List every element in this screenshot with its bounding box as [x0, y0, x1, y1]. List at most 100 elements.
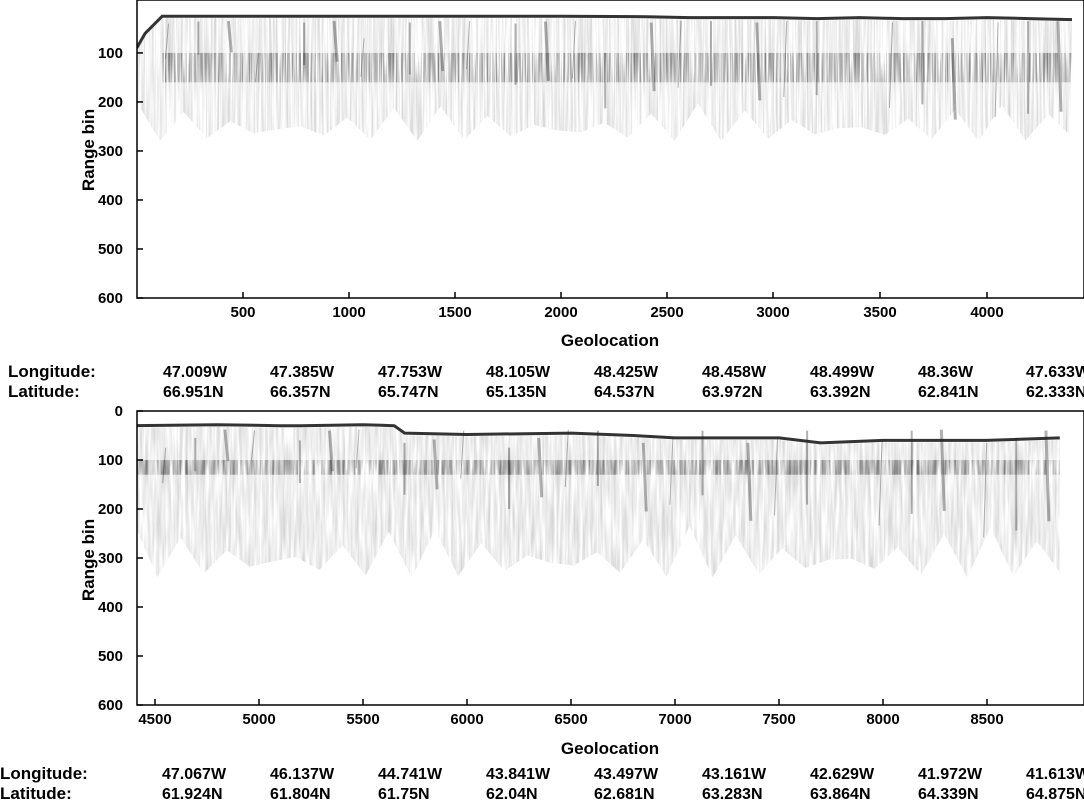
echo-streak: [994, 22, 999, 118]
longitude-value: 48.36W: [918, 364, 974, 381]
echo-streak: [571, 21, 576, 79]
longitude-value: 48.425W: [594, 364, 659, 381]
x-tick-label: 7000: [658, 711, 691, 728]
echogram-panel-bottom: 4500 5000 5500 6000 6500 7000 7500 8000 8500 0 100…: [0, 403, 1084, 803]
latitude-value: 61.924N: [162, 786, 223, 803]
longitude-value: 43.161W: [702, 766, 767, 783]
longitude-value: 48.105W: [486, 364, 551, 381]
echo-streak: [223, 429, 230, 462]
y-tick-label: 600: [98, 697, 123, 714]
longitude-value: 47.633W: [1026, 364, 1084, 381]
x-tick-label: 2500: [650, 304, 683, 321]
y-tick-label: 200: [98, 94, 123, 111]
latitude-value: 61.75N: [378, 786, 430, 803]
y-tick-label: 500: [98, 241, 123, 258]
echogram-panel-top: 500 1000 1500 2000 2500 3000 3500 4000 100 200 300…: [8, 0, 1084, 401]
surface-reflection-line: [137, 14, 1073, 49]
strong-layer-band: [137, 460, 1060, 475]
echogram-image-top: [137, 0, 1084, 298]
echo-streak: [983, 442, 988, 538]
echo-streak: [432, 439, 439, 490]
echo-streak: [677, 21, 682, 88]
echo-streak: [1056, 21, 1063, 112]
latitude-value: 64.537N: [594, 384, 655, 401]
longitude-value: 47.753W: [378, 364, 443, 381]
x-tick-label: 1000: [332, 304, 365, 321]
echo-streak: [328, 430, 334, 472]
axes-top: 500 1000 1500 2000 2500 3000 3500 4000 100 200 300…: [98, 0, 1084, 321]
geolocation-table-bottom: Longitude: Latitude: 47.067W 46.137W 44.74…: [0, 764, 1084, 803]
latitude-value: 65.135N: [486, 384, 547, 401]
longitude-value: 47.385W: [270, 364, 335, 381]
echo-streak: [254, 52, 259, 83]
echogram-image-bottom: [137, 411, 1084, 705]
longitude-value: 43.497W: [594, 766, 659, 783]
x-axis-title-bottom: Geolocation: [561, 739, 659, 758]
echo-streak: [669, 437, 674, 505]
longitude-value: 44.741W: [378, 766, 443, 783]
longitude-value: 47.009W: [163, 364, 228, 381]
echo-streak: [746, 442, 753, 521]
longitude-value: 48.499W: [810, 364, 875, 381]
echo-streak: [939, 429, 946, 512]
x-tick-label: 1500: [438, 304, 471, 321]
echo-streak: [755, 22, 762, 101]
latitude-value: 64.875N: [1026, 786, 1084, 803]
latitude-value: 62.04N: [486, 786, 538, 803]
x-tick-label: 3500: [863, 304, 896, 321]
y-tick-label: 100: [98, 452, 123, 469]
latitude-value: 66.357N: [270, 384, 331, 401]
latitude-value: 63.864N: [810, 786, 871, 803]
x-tick-label: 4500: [138, 711, 171, 728]
latitude-value: 66.951N: [163, 384, 224, 401]
plot-frame: [136, 0, 1084, 299]
echo-streak: [649, 22, 656, 92]
echo-streak: [162, 447, 167, 484]
x-tick-label: 7500: [762, 711, 795, 728]
axes-bottom: 4500 5000 5500 6000 6500 7000 7500 8000 8500 0 100…: [98, 403, 1084, 728]
echo-streak: [543, 21, 550, 81]
x-tick-label: 3000: [756, 304, 789, 321]
echo-streak: [878, 440, 883, 526]
y-tick-label: 0: [115, 403, 123, 420]
y-tick-label: 100: [98, 45, 123, 62]
surface-reflection-line: [137, 423, 1060, 445]
latitude-row-title: Latitude:: [8, 382, 80, 401]
y-tick-label: 400: [98, 599, 123, 616]
longitude-value: 48.458W: [702, 364, 767, 381]
longitude-row-title: Longitude:: [0, 764, 88, 783]
echo-streak: [360, 38, 365, 77]
echo-streak: [466, 21, 471, 70]
strong-layer-band: [162, 52, 1073, 83]
geolocation-table-top: Longitude: Latitude: 47.009W 47.385W 47.75…: [8, 362, 1084, 401]
x-tick-label: 2000: [544, 304, 577, 321]
echo-streak: [251, 430, 256, 461]
y-axis-title-bottom: Range bin: [79, 519, 98, 601]
echo-streak: [1044, 430, 1051, 522]
y-tick-label: 500: [98, 648, 123, 665]
x-tick-label: 5500: [346, 711, 379, 728]
echo-streak: [226, 20, 233, 53]
x-tick-label: 6500: [554, 711, 587, 728]
longitude-value: 47.067W: [162, 766, 227, 783]
echo-streak: [783, 21, 788, 98]
latitude-row-title: Latitude:: [0, 784, 72, 803]
latitude-value: 63.392N: [810, 384, 871, 401]
x-tick-label: 6000: [450, 711, 483, 728]
echo-streak: [641, 442, 648, 512]
x-axis-title-top: Geolocation: [561, 331, 659, 350]
longitude-value: 46.137W: [270, 766, 335, 783]
y-tick-label: 200: [98, 501, 123, 518]
x-tick-label: 8500: [970, 711, 1003, 728]
y-tick-label: 400: [98, 192, 123, 209]
latitude-value: 62.841N: [918, 384, 979, 401]
echo-streak: [438, 20, 445, 72]
echo-streak: [537, 437, 544, 498]
y-tick-label: 600: [98, 290, 123, 307]
y-tick-label: 300: [98, 143, 123, 160]
x-tick-label: 4000: [970, 304, 1003, 321]
latitude-value: 63.972N: [702, 384, 763, 401]
y-tick-label: 300: [98, 550, 123, 567]
longitude-value: 43.841W: [486, 766, 551, 783]
